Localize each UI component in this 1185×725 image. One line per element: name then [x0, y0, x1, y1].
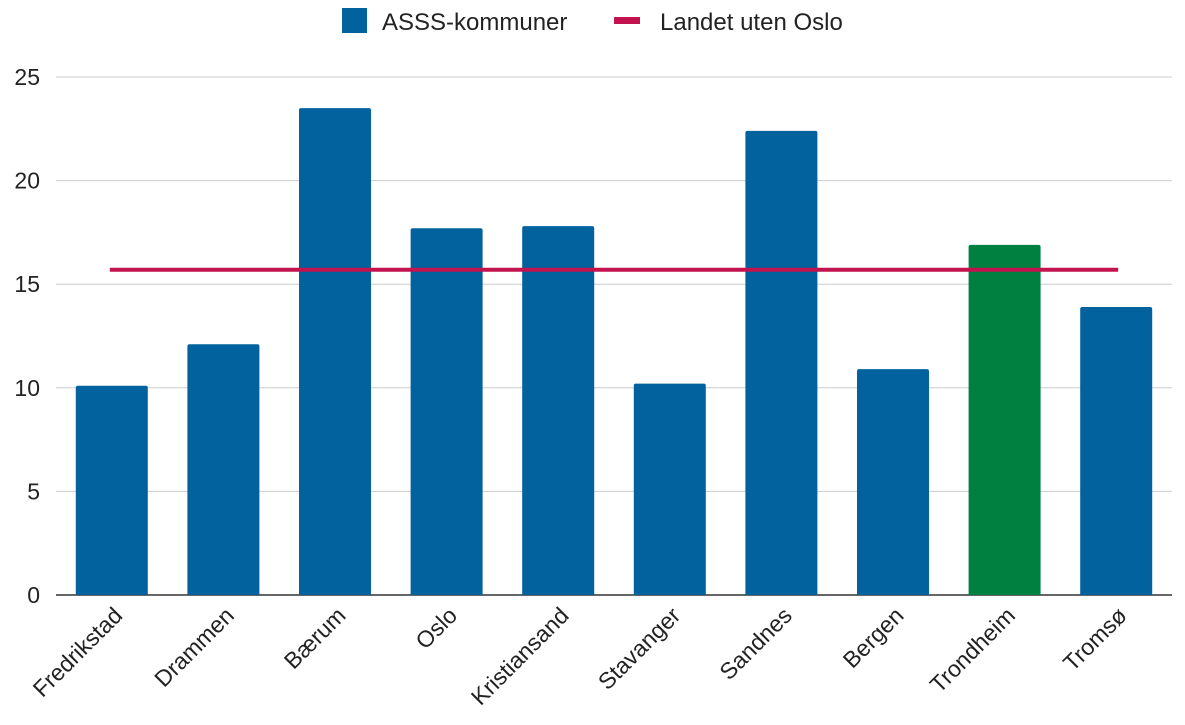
bar-fredrikstad — [75, 385, 148, 595]
y-tick-label: 10 — [14, 375, 40, 401]
x-tick-label: Oslo — [410, 602, 462, 654]
x-tick-label: Kristiansand — [466, 602, 574, 710]
y-tick-label: 15 — [14, 271, 40, 297]
legend-label-landet-uten-oslo: Landet uten Oslo — [660, 9, 843, 36]
bar-kristiansand — [522, 226, 595, 595]
y-tick-label: 25 — [14, 64, 40, 90]
bar-sandnes — [745, 130, 818, 595]
x-tick-label: Tromsø — [1058, 602, 1132, 676]
bars — [75, 108, 1153, 596]
y-tick-label: 20 — [14, 168, 40, 194]
x-tick-label: Stavanger — [593, 602, 686, 695]
x-axis-labels: Fredrikstad Drammen Bærum Oslo Kristiansand S… — [28, 602, 1132, 710]
bar-drammen — [187, 344, 260, 595]
x-tick-label: Bergen — [838, 602, 909, 673]
bar-stavanger — [633, 383, 706, 595]
x-tick-label: Bærum — [279, 602, 351, 674]
y-tick-label: 5 — [27, 478, 40, 504]
bar-trondheim — [968, 244, 1041, 595]
legend-swatch-landet-uten-oslo — [614, 17, 640, 24]
legend: ASSS-kommuner Landet uten Oslo — [342, 8, 843, 36]
x-tick-label: Sandnes — [714, 602, 797, 685]
bar-bergen — [857, 369, 929, 595]
x-tick-label: Trondheim — [925, 602, 1021, 698]
x-tick-label: Drammen — [149, 602, 239, 692]
bar-bærum — [299, 108, 371, 595]
y-tick-label: 0 — [27, 582, 40, 608]
legend-swatch-asss-kommuner — [342, 8, 367, 33]
bar-tromsø — [1080, 306, 1153, 595]
bar-oslo — [410, 228, 483, 596]
x-tick-label: Fredrikstad — [28, 602, 128, 702]
y-axis-ticks: 0 5 10 15 20 25 — [14, 64, 40, 608]
legend-label-asss-kommuner: ASSS-kommuner — [382, 9, 567, 36]
